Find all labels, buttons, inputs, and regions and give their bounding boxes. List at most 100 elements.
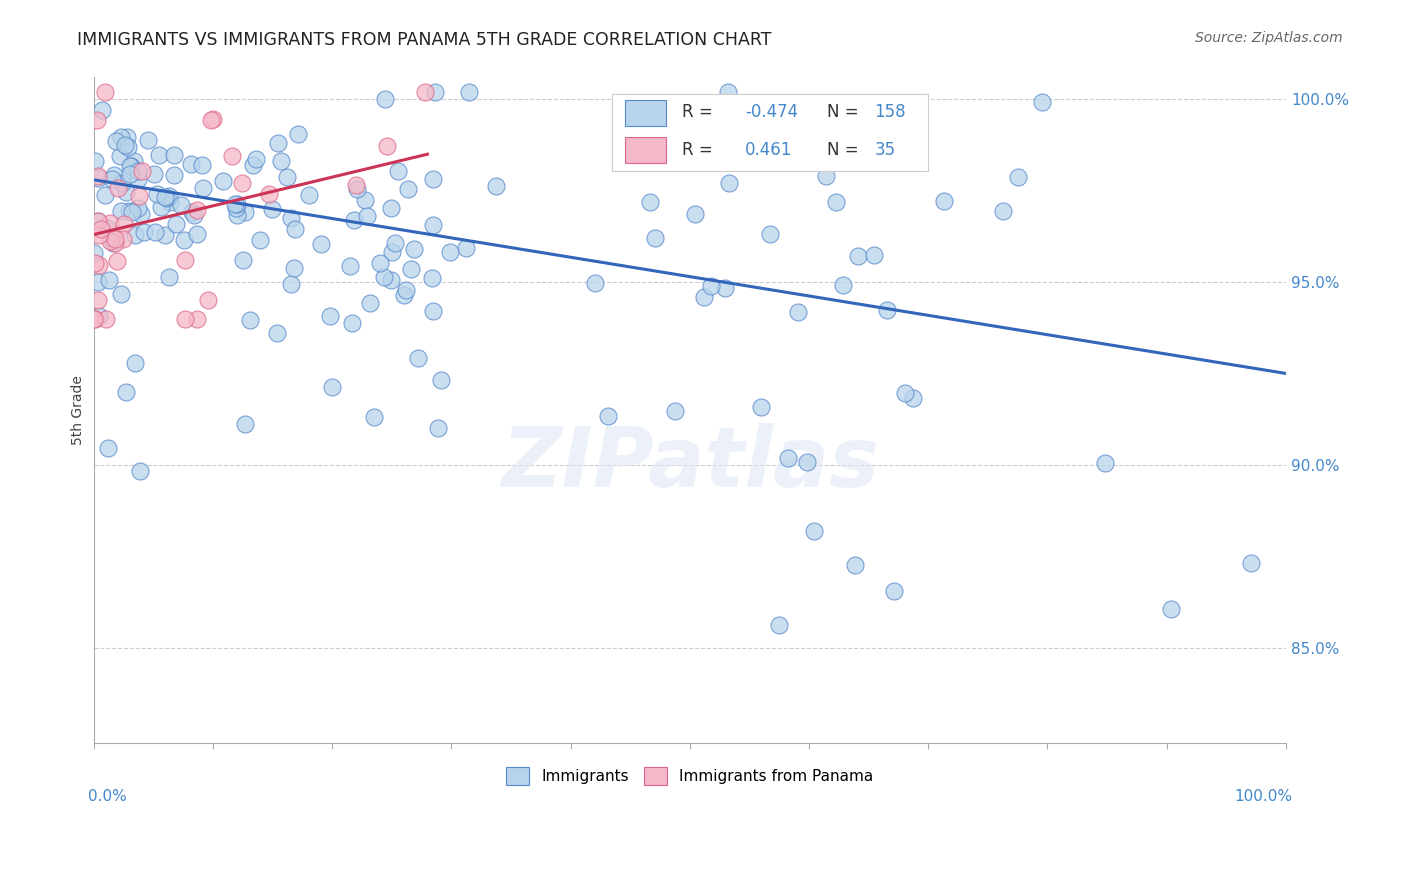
Point <box>127 172 149 186</box>
Point <box>159 194 181 209</box>
Point <box>354 193 377 207</box>
Point <box>101 172 124 186</box>
Point <box>114 137 136 152</box>
Point <box>225 208 247 222</box>
Point <box>134 225 156 239</box>
Point <box>108 149 131 163</box>
Point <box>128 464 150 478</box>
Point <box>759 227 782 241</box>
Point <box>1007 169 1029 184</box>
Point <box>422 271 444 285</box>
Point <box>232 253 254 268</box>
Point <box>225 202 247 216</box>
Point <box>83 246 105 260</box>
Point <box>257 187 280 202</box>
Point <box>165 217 187 231</box>
Point <box>84 311 107 326</box>
Point <box>439 245 461 260</box>
Point <box>714 281 737 295</box>
Point <box>124 356 146 370</box>
Point <box>454 241 477 255</box>
Point <box>143 225 166 239</box>
Point <box>422 219 444 233</box>
Point <box>262 202 284 217</box>
Point <box>142 167 165 181</box>
Point <box>664 404 686 418</box>
Point <box>191 181 214 195</box>
Point <box>598 409 620 423</box>
Point <box>1094 457 1116 471</box>
Point <box>458 85 481 99</box>
Point <box>344 178 367 193</box>
Point <box>787 305 810 319</box>
Point <box>239 313 262 327</box>
Point <box>87 227 110 242</box>
Point <box>89 310 111 324</box>
Point <box>212 174 235 188</box>
Point <box>387 164 409 178</box>
Point <box>309 237 332 252</box>
Point <box>373 270 395 285</box>
Point <box>359 296 381 310</box>
Point <box>245 152 267 166</box>
Point <box>127 163 149 178</box>
Point <box>117 140 139 154</box>
Point <box>392 288 415 302</box>
Point <box>114 185 136 199</box>
Point <box>98 273 121 287</box>
Point <box>115 130 138 145</box>
Point <box>280 211 302 225</box>
Point <box>118 167 141 181</box>
Point <box>98 235 121 249</box>
Point <box>284 222 307 236</box>
Point <box>111 177 134 191</box>
Point <box>93 85 115 99</box>
Point <box>283 260 305 275</box>
Point <box>484 179 506 194</box>
Point <box>105 134 128 148</box>
Point <box>814 169 837 183</box>
Point <box>404 242 426 256</box>
Point <box>876 302 898 317</box>
Point <box>894 385 917 400</box>
Point <box>583 276 606 290</box>
Point <box>156 191 179 205</box>
Point <box>233 205 256 219</box>
Point <box>87 170 110 185</box>
Point <box>749 400 772 414</box>
Point <box>692 290 714 304</box>
Point <box>200 113 222 128</box>
Point <box>128 188 150 202</box>
Point <box>644 231 666 245</box>
Point <box>120 159 142 173</box>
Point <box>319 309 342 323</box>
Point <box>339 259 361 273</box>
Point <box>110 130 132 145</box>
Point <box>340 316 363 330</box>
Point <box>356 209 378 223</box>
Point <box>110 286 132 301</box>
Point <box>84 153 107 168</box>
Point <box>717 85 740 99</box>
Point <box>148 148 170 162</box>
Point <box>87 293 110 307</box>
Point <box>343 213 366 227</box>
Point <box>225 197 247 211</box>
Point <box>96 311 118 326</box>
Point <box>381 244 404 259</box>
Text: 0.0%: 0.0% <box>87 789 127 804</box>
Point <box>233 417 256 432</box>
Point <box>127 201 149 215</box>
Point <box>249 233 271 247</box>
Point <box>129 207 152 221</box>
Point <box>638 194 661 209</box>
Point <box>717 176 740 190</box>
Point <box>87 258 110 272</box>
Point <box>768 618 790 632</box>
Point <box>86 113 108 128</box>
Point <box>170 198 193 212</box>
Point <box>903 391 925 405</box>
Point <box>97 441 120 455</box>
Point <box>380 201 402 215</box>
Point <box>91 103 114 118</box>
